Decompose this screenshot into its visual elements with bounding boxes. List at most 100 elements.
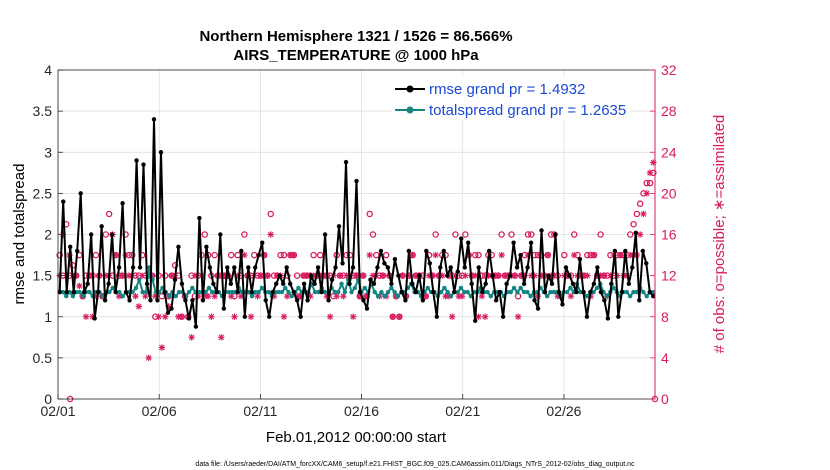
totalspread-point bbox=[332, 289, 338, 295]
totalspread-point bbox=[176, 289, 182, 295]
obs-possible-marker bbox=[227, 251, 235, 259]
obs-assimilated-stroke bbox=[254, 293, 261, 299]
obs-assimilated-stroke bbox=[211, 293, 218, 299]
rmse-point bbox=[518, 252, 523, 258]
rmse-point bbox=[235, 289, 240, 295]
obs-possible-marker bbox=[277, 251, 284, 259]
rmse-point bbox=[71, 289, 76, 295]
totalspread-point bbox=[117, 289, 122, 295]
obs-assimilated-stroke bbox=[205, 293, 211, 299]
rmse-point bbox=[368, 277, 373, 282]
totalspread-point bbox=[438, 289, 444, 295]
legend-rmse-marker bbox=[406, 85, 414, 93]
obs-possible-marker bbox=[56, 251, 63, 259]
legend: rmse grand pr = 1.4932 totalspread grand… bbox=[392, 76, 630, 120]
rmse-point bbox=[319, 289, 324, 295]
totalspread-point bbox=[143, 289, 149, 295]
obs-assimilated-stroke bbox=[459, 293, 465, 299]
obs-assimilated-marker bbox=[76, 282, 83, 290]
totalspread-point bbox=[385, 289, 391, 295]
rmse-point bbox=[476, 265, 481, 270]
obs-assimilated-stroke bbox=[142, 293, 149, 299]
totalspread-point bbox=[249, 293, 255, 299]
rmse-point bbox=[301, 281, 307, 287]
y-axis-right: 0 4 8 12 16 20 24 28 32 bbox=[650, 62, 677, 407]
rmse-point bbox=[343, 159, 349, 165]
obs-assimilated-stroke bbox=[495, 272, 502, 279]
rmse-point bbox=[563, 265, 569, 270]
totalspread-point bbox=[568, 285, 573, 291]
obs-possible-marker bbox=[92, 251, 100, 259]
rmse-point bbox=[399, 289, 405, 295]
rmse-point bbox=[633, 230, 638, 236]
totalspread-point bbox=[362, 285, 367, 291]
totalspread-point bbox=[349, 289, 354, 295]
obs-assimilated-marker bbox=[448, 313, 456, 320]
x-tick-label: 02/06 bbox=[142, 403, 177, 419]
legend-spread-marker bbox=[406, 106, 414, 114]
obs-assimilated-stroke bbox=[568, 293, 574, 299]
y-tick-label-right: 16 bbox=[661, 227, 677, 243]
obs-assimilated-stroke bbox=[647, 170, 653, 176]
rmse-point bbox=[218, 232, 223, 237]
totalspread-point bbox=[445, 289, 450, 295]
totalspread-point bbox=[87, 289, 92, 295]
totalspread-point bbox=[488, 293, 494, 299]
rmse-point bbox=[637, 298, 642, 303]
obs-assimilated-marker bbox=[432, 251, 439, 259]
chart-title-line1: Northern Hemisphere 1321 / 1526 = 86.566… bbox=[199, 28, 512, 45]
rmse-point bbox=[434, 314, 439, 319]
obs-assimilated-stroke bbox=[267, 231, 274, 238]
obs-possible-marker bbox=[524, 231, 532, 238]
obs-assimilated-marker bbox=[389, 313, 396, 320]
rmse-point bbox=[364, 306, 370, 311]
obs-assimilated-marker bbox=[366, 251, 373, 259]
obs-assimilated-stroke bbox=[640, 211, 647, 217]
rmse-point bbox=[483, 281, 488, 287]
obs-assimilated-stroke bbox=[76, 283, 83, 289]
footnote: data file: /Users/raeder/DAI/ATM_forcXX/… bbox=[195, 461, 635, 468]
rmse-point bbox=[431, 289, 436, 295]
rmse-point bbox=[452, 289, 457, 295]
rmse-point bbox=[361, 298, 366, 303]
obs-possible-marker bbox=[475, 251, 482, 259]
totalspread-point bbox=[186, 289, 192, 295]
obs-assimilated-stroke bbox=[472, 272, 479, 279]
totalspread-point bbox=[133, 285, 139, 291]
rmse-point bbox=[85, 281, 90, 287]
obs-possible-marker bbox=[597, 231, 604, 238]
rmse-point bbox=[619, 289, 625, 295]
obs-assimilated-stroke bbox=[291, 252, 297, 258]
obs-assimilated-stroke bbox=[327, 313, 333, 320]
obs-assimilated-marker bbox=[353, 272, 360, 279]
obs-possible-marker bbox=[211, 251, 218, 259]
obs-assimilated-marker bbox=[600, 272, 608, 279]
obs-assimilated-stroke bbox=[545, 252, 551, 258]
totalspread-point bbox=[296, 285, 301, 291]
rmse-point bbox=[507, 273, 513, 278]
y-tick-label-left: 3.5 bbox=[33, 103, 53, 119]
rmse-point bbox=[651, 293, 656, 299]
rmse-point bbox=[64, 289, 69, 295]
totalspread-point bbox=[528, 293, 533, 299]
obs-assimilated-stroke bbox=[159, 344, 165, 351]
rmse-point bbox=[347, 281, 352, 287]
obs-assimilated-stroke bbox=[591, 252, 597, 258]
obs-assimilated-marker bbox=[514, 313, 522, 320]
rmse-point bbox=[68, 244, 73, 250]
obs-assimilated-marker bbox=[218, 334, 225, 341]
rmse-point bbox=[357, 289, 363, 295]
rmse-point bbox=[287, 281, 293, 287]
rmse-point bbox=[123, 289, 129, 295]
rmse-point bbox=[410, 281, 415, 287]
obs-possible-marker bbox=[373, 251, 380, 259]
rmse-point bbox=[249, 289, 254, 295]
totalspread-point bbox=[584, 293, 590, 299]
obs-assimilated-marker bbox=[458, 292, 466, 300]
obs-assimilated-stroke bbox=[188, 334, 195, 341]
obs-possible-marker bbox=[646, 179, 654, 187]
obs-assimilated-marker bbox=[211, 292, 218, 300]
rmse-point bbox=[294, 298, 300, 303]
rmse-point bbox=[270, 289, 275, 295]
rmse-point bbox=[141, 162, 146, 167]
